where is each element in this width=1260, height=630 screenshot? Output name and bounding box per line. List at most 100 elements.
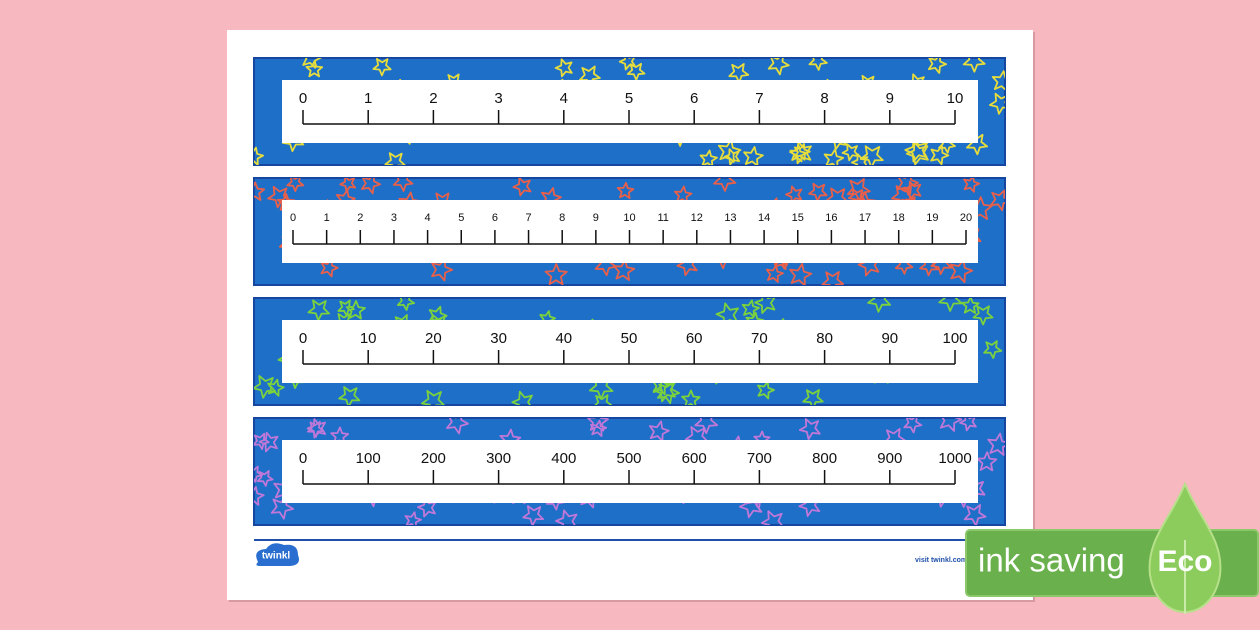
star [930,145,950,165]
tick-label: 900 [877,450,902,467]
star [392,178,414,192]
tick-label: 600 [682,450,707,467]
number-line-strip: 0 1 2 3 4 5 6 7 8 9 10 11 12 13 14 15 16 17 18 19 20 [253,177,1006,286]
star [867,298,891,313]
star [987,432,1005,456]
star [728,63,750,84]
tick-label: 5 [625,90,633,107]
tick-label: 2 [429,90,437,107]
star [254,181,266,201]
star [949,258,974,284]
tick-label: 0 [299,330,307,347]
tick-label: 40 [555,330,572,347]
tick-label: 7 [525,212,531,224]
star [421,389,445,405]
star [741,299,760,318]
tick-label: 10 [360,330,377,347]
star [847,188,866,206]
star [616,181,635,199]
star [851,153,869,165]
tick-label: 6 [492,212,498,224]
star [717,139,742,163]
tick-label: 16 [825,212,837,224]
star [991,70,1005,91]
star [618,58,636,71]
tick-label: 11 [657,212,668,224]
number-line-strip: 0 1 2 3 4 5 6 7 8 9 10 [253,57,1006,166]
star [594,394,613,405]
logo-text: twinkl [262,551,291,562]
star [754,298,776,314]
tick-label: 3 [391,212,397,224]
star [339,178,356,193]
star [267,185,290,209]
star [254,486,265,506]
tick-label: 6 [690,90,698,107]
star [307,299,330,322]
tick-label: 8 [820,90,828,107]
star [320,258,339,278]
star [694,418,719,435]
tick-label: 20 [425,330,442,347]
star [989,189,1005,212]
tick-label: 18 [893,212,905,224]
star [798,418,821,440]
tick-label: 3 [494,90,502,107]
tick-label: 12 [691,212,703,224]
star [361,178,382,195]
star [760,510,783,525]
star [963,504,987,525]
tick-label: 0 [290,212,296,224]
number-lines: 0 1 2 3 4 5 6 7 8 9 100 1 2 3 4 5 6 7 8 9 10 11 12 13 14 15 16 17 18… [253,57,1006,526]
line-panel [282,80,978,143]
tick-label: 800 [812,450,837,467]
tick-label: 400 [551,450,576,467]
tick-label: 10 [623,212,635,224]
star [302,58,323,69]
star [384,152,406,165]
star [256,470,274,487]
star [743,146,764,165]
star [338,386,361,405]
star [681,389,701,405]
tick-label: 4 [425,212,431,224]
star [846,178,871,202]
tick-label: 13 [724,212,736,224]
tick-label: 100 [356,450,381,467]
tick-label: 0 [299,450,307,467]
tick-label: 17 [859,212,871,224]
star [962,58,986,73]
star [989,92,1005,115]
star [674,185,693,204]
star [404,511,422,525]
star [789,140,812,165]
tick-label: 1 [364,90,372,107]
star [765,264,784,283]
star [254,146,264,165]
star [976,451,998,472]
tick-label: 300 [486,450,511,467]
star [802,389,824,405]
star [939,418,963,432]
tick-label: 15 [792,212,804,224]
tick-label: 50 [621,330,638,347]
logo-cloud [256,543,299,566]
tick-label: 500 [616,450,641,467]
tick-label: 90 [881,330,898,347]
tick-label: 60 [686,330,703,347]
star [963,178,981,193]
line-panel [282,440,978,503]
tick-label: 2 [357,212,363,224]
badge-label: Eco [1157,545,1212,578]
tick-label: 100 [942,330,967,347]
star [613,259,636,281]
star [938,298,963,312]
star [578,65,601,88]
star [270,496,295,520]
star [808,182,828,202]
star [254,375,277,399]
star [903,418,923,434]
number-line-strip: 0 10 20 30 40 50 60 70 80 90 100 [253,297,1006,406]
tick-label: 9 [593,212,599,224]
